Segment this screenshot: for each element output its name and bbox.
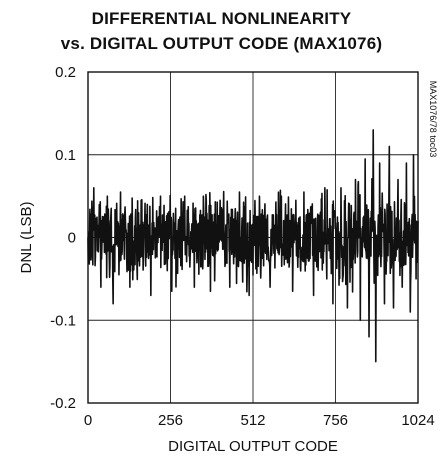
x-tick-label: 512 — [240, 412, 265, 429]
plot-frame — [87, 71, 419, 404]
chart-title-line-2: vs. DIGITAL OUTPUT CODE (MAX1076) — [60, 34, 383, 53]
chart-title-line-1: DIFFERENTIAL NONLINEARITY — [91, 9, 352, 28]
y-tick-label: 0.2 — [55, 64, 76, 81]
x-tick-label: 0 — [84, 412, 92, 429]
x-tick-label: 1024 — [401, 412, 434, 429]
y-axis-label: DNL (LSB) — [18, 202, 35, 274]
y-tick-label: -0.1 — [50, 312, 76, 329]
x-tick-label: 256 — [158, 412, 183, 429]
x-tick-label: 756 — [323, 412, 348, 429]
y-tick-label: -0.2 — [50, 395, 76, 412]
dnl-series-line — [87, 129, 419, 363]
x-axis-label: DIGITAL OUTPUT CODE — [168, 438, 338, 455]
figure-id-note: MAX1076/78 toc03 — [428, 81, 438, 158]
y-tick-label: 0 — [68, 230, 76, 247]
grid — [88, 72, 418, 403]
y-tick-label: 0.1 — [55, 147, 76, 164]
data-layer — [87, 129, 419, 363]
tick-labels: 0 256 512 756 1024 -0.2 -0.1 0 0.1 0.2 — [50, 64, 435, 429]
